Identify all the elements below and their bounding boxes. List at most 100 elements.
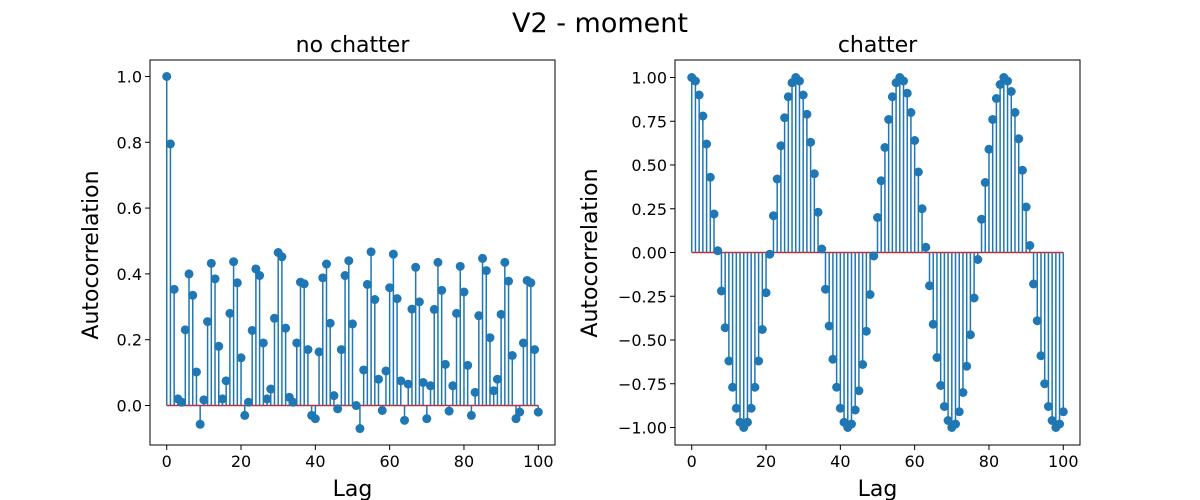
stem-marker xyxy=(772,174,782,184)
stem-marker xyxy=(504,276,514,286)
stem-marker xyxy=(887,92,897,102)
stem-marker xyxy=(705,172,715,182)
stem-marker xyxy=(247,325,257,335)
stem-marker xyxy=(470,387,480,397)
stem-marker xyxy=(299,279,309,289)
y-tick-label: 0.4 xyxy=(117,265,142,284)
stem-marker xyxy=(988,115,998,124)
y-axis-label: Autocorrelation xyxy=(79,170,104,339)
stem-marker xyxy=(262,394,272,404)
stem-marker xyxy=(403,379,413,389)
stem-marker xyxy=(165,139,175,149)
stem-marker xyxy=(828,354,838,364)
stem-marker xyxy=(906,108,916,117)
stem-marker xyxy=(757,325,767,334)
stem-marker xyxy=(917,204,927,214)
stem-marker xyxy=(418,377,428,387)
stem-marker xyxy=(448,381,458,391)
axes-frame xyxy=(674,59,1081,446)
stem-marker xyxy=(731,403,741,413)
stem-marker xyxy=(854,386,864,396)
stem-marker xyxy=(388,249,398,259)
stem-marker xyxy=(184,269,194,279)
stem-marker xyxy=(698,111,708,121)
stem-marker xyxy=(1017,165,1027,175)
stem-marker xyxy=(258,338,268,348)
y-tick-label: 0.75 xyxy=(631,112,667,131)
stem-marker xyxy=(861,326,871,336)
y-tick-label: 0.6 xyxy=(117,199,142,218)
stem-marker xyxy=(329,391,339,401)
stem-marker xyxy=(869,251,879,261)
stem-marker xyxy=(850,405,860,415)
figure-title: V2 - moment xyxy=(512,8,688,39)
stem-marker xyxy=(768,211,778,221)
y-axis-label: Autocorrelation xyxy=(578,168,603,337)
stem-marker xyxy=(225,308,235,318)
stem-marker xyxy=(243,397,253,407)
y-tick-label: 0.0 xyxy=(117,397,142,416)
stem-marker xyxy=(533,407,543,417)
stem-marker xyxy=(962,361,972,371)
stem-marker xyxy=(407,304,417,314)
stem-marker xyxy=(713,246,723,256)
stem-marker xyxy=(765,249,775,259)
stem-marker xyxy=(325,318,335,328)
stem-marker xyxy=(489,386,499,396)
stem-marker xyxy=(396,376,406,386)
stem-marker xyxy=(1032,316,1042,326)
stem-marker xyxy=(932,353,942,362)
stem-marker xyxy=(459,287,469,297)
x-tick-label: 100 xyxy=(1048,452,1079,471)
stem-marker xyxy=(817,244,827,254)
stem-marker xyxy=(351,401,361,411)
panel-title: no chatter xyxy=(296,33,411,58)
y-tick-label: 1.0 xyxy=(117,67,142,86)
x-tick-label: 20 xyxy=(756,452,776,471)
stem-marker xyxy=(936,381,946,390)
stem-series xyxy=(687,73,1068,432)
y-tick-label: −0.50 xyxy=(618,331,667,350)
y-tick-label: 0.50 xyxy=(631,156,667,175)
stem-marker xyxy=(177,397,187,407)
stem-marker xyxy=(746,403,756,413)
stem-marker xyxy=(809,169,819,179)
stem-marker xyxy=(292,338,302,348)
stem-marker xyxy=(965,330,975,340)
stem-marker xyxy=(835,403,845,413)
stem-marker xyxy=(314,347,324,357)
y-tick-label: −1.00 xyxy=(618,419,667,438)
stem-marker xyxy=(340,271,350,281)
stem-marker xyxy=(362,279,372,289)
stem-marker xyxy=(910,136,920,145)
stem-marker xyxy=(359,365,369,375)
stem-marker xyxy=(333,404,343,414)
stem-marker xyxy=(876,176,886,186)
stem-marker xyxy=(366,247,376,257)
stem-marker xyxy=(991,94,1001,103)
stem-marker xyxy=(742,417,752,427)
stem-marker xyxy=(728,382,738,392)
stem-marker xyxy=(188,290,198,300)
stem-marker xyxy=(754,356,764,366)
stem-marker xyxy=(780,113,790,123)
panel-title: chatter xyxy=(838,33,918,58)
stem-marker xyxy=(813,207,823,217)
stem-marker xyxy=(318,273,328,283)
stem-marker xyxy=(288,397,298,407)
stem-marker xyxy=(266,384,276,394)
stem-marker xyxy=(776,141,786,151)
stem-marker xyxy=(199,395,209,405)
stem-marker xyxy=(255,271,265,281)
stem-marker xyxy=(463,360,473,370)
x-tick-label: 40 xyxy=(830,452,850,471)
x-tick-label: 80 xyxy=(454,452,474,471)
stem-marker xyxy=(511,414,521,424)
panel-chatter: chatter Lag Autocorrelation 0 20 40 60 80 100… xyxy=(578,33,1081,500)
stem-marker xyxy=(880,143,890,152)
stem-marker xyxy=(954,407,964,417)
stem-marker xyxy=(321,259,331,269)
x-tick-label: 0 xyxy=(162,452,172,471)
stem-marker xyxy=(400,415,410,425)
